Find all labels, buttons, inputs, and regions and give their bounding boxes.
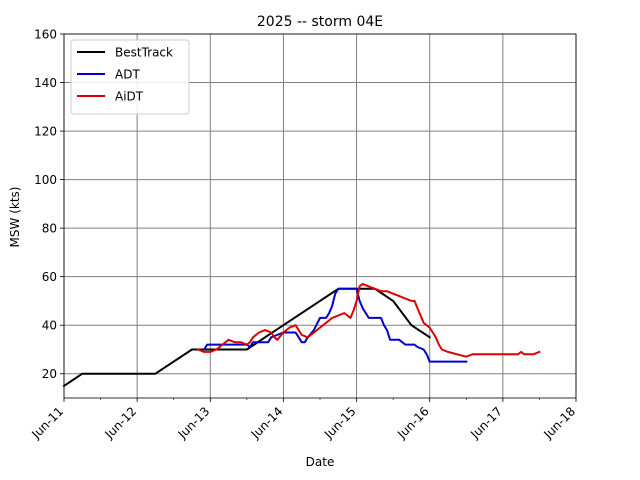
y-tick-label: 60 xyxy=(42,270,57,284)
legend-label-adt: ADT xyxy=(115,68,140,82)
x-axis-label: Date xyxy=(306,455,335,469)
y-axis-label: MSW (kts) xyxy=(8,187,22,248)
series-line-adt xyxy=(202,287,468,363)
y-tick-label: 100 xyxy=(34,173,57,187)
legend: BestTrack ADT AiDT xyxy=(70,39,190,115)
y-tick-label: 20 xyxy=(42,367,57,381)
legend-label-aidt: AiDT xyxy=(115,90,144,104)
y-tick-label: 40 xyxy=(42,319,57,333)
y-tick-label: 140 xyxy=(34,76,57,90)
series-line-besttrack xyxy=(62,287,432,388)
legend-label-besttrack: BestTrack xyxy=(115,46,173,60)
series-line-aidt xyxy=(196,282,541,358)
y-tick-label: 120 xyxy=(34,125,57,139)
y-tick-label: 160 xyxy=(34,28,57,42)
chart-title: 2025 -- storm 04E xyxy=(257,14,383,30)
series-layer xyxy=(62,282,541,388)
y-axis: 20 40 60 80 100 120 140 160 xyxy=(34,28,64,381)
y-tick-label: 80 xyxy=(42,222,57,236)
